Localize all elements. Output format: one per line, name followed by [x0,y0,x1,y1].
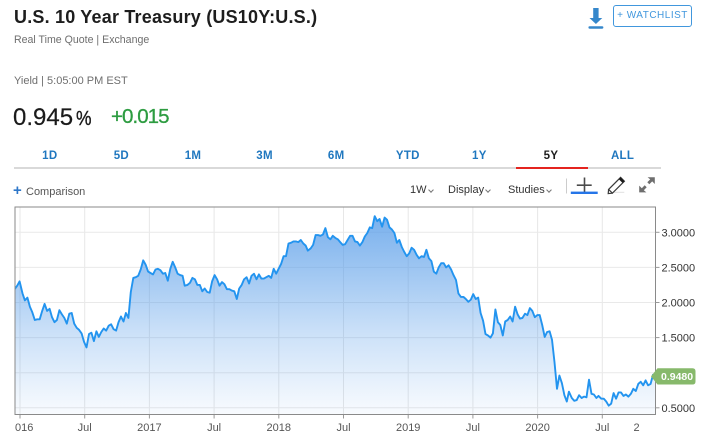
svg-text:Jul: Jul [595,422,609,434]
svg-text:2018: 2018 [267,422,291,434]
svg-text:2.5000: 2.5000 [662,262,696,274]
svg-text:016: 016 [15,422,33,434]
svg-text:3.0000: 3.0000 [662,227,696,239]
svg-text:2019: 2019 [396,422,420,434]
svg-text:2017: 2017 [137,422,161,434]
svg-text:Jul: Jul [78,422,92,434]
svg-text:2.0000: 2.0000 [662,298,696,310]
svg-text:Jul: Jul [466,422,480,434]
svg-text:0.5000: 0.5000 [662,403,696,415]
svg-text:2: 2 [634,422,640,434]
svg-text:2020: 2020 [525,422,549,434]
svg-text:1.5000: 1.5000 [662,333,696,345]
svg-text:Jul: Jul [336,422,350,434]
svg-text:Jul: Jul [207,422,221,434]
svg-text:0.9480: 0.9480 [661,371,693,383]
